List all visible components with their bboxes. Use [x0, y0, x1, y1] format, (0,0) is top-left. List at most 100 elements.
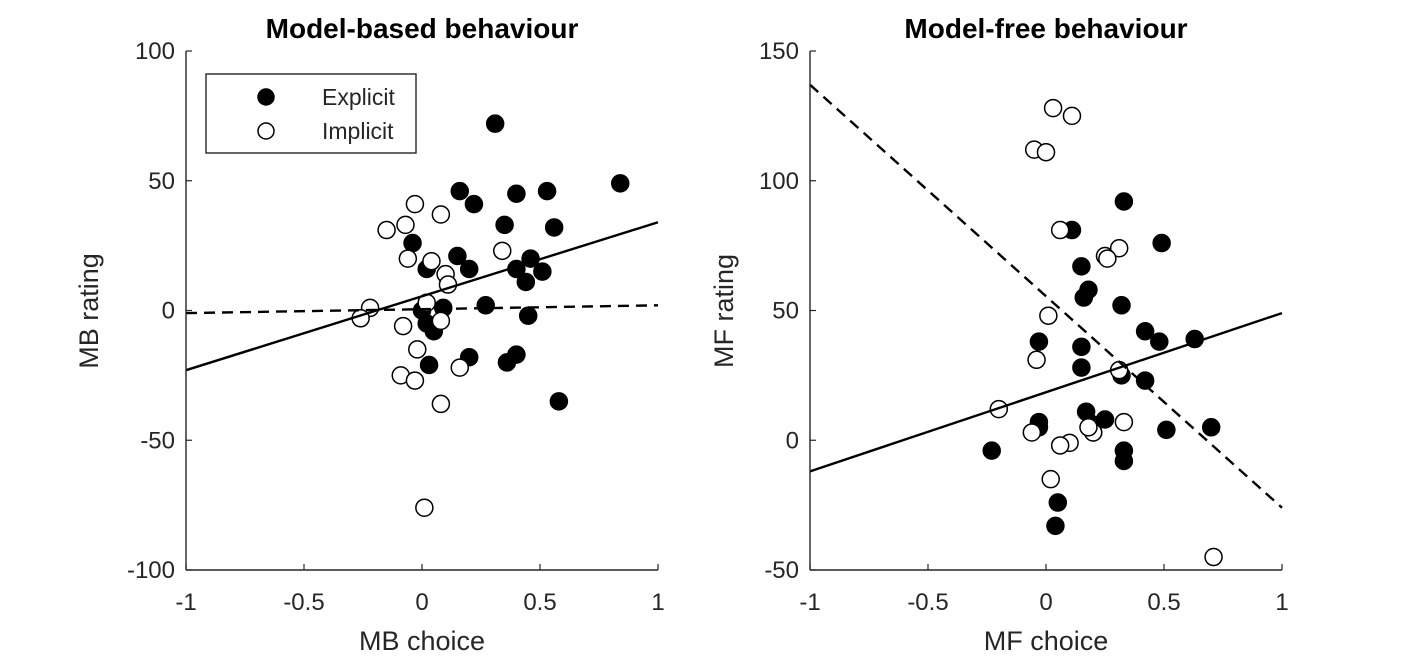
mf-explicit-point	[1112, 296, 1131, 315]
mb-plot-area	[185, 114, 659, 517]
mf-implicit-point	[1204, 547, 1223, 567]
mf-plot-area	[809, 83, 1283, 567]
mf-implicit-point	[1114, 412, 1134, 432]
mf-explicit-point	[1048, 493, 1068, 512]
mb-explicit-point	[476, 296, 495, 315]
mb-implicit-point	[393, 316, 413, 336]
mb-explicit-point	[610, 174, 630, 193]
mb-y-tick-label: 100	[135, 38, 175, 65]
mb-implicit-point	[422, 251, 441, 271]
mf-explicit-point	[1135, 322, 1155, 341]
mf-implicit-point	[1027, 350, 1046, 370]
mf-axes: -1 -0.5 0 0.5 1 -50 0 50 100 150	[759, 38, 1289, 616]
mb-implicit-point	[431, 311, 451, 331]
mb-explicit-point	[403, 233, 422, 253]
mf-x-tick-label: 0	[1039, 589, 1052, 616]
mb-chart-title: Model-based behaviour	[266, 13, 579, 44]
mb-implicit-point	[431, 394, 451, 414]
mf-explicit-point	[1114, 192, 1134, 211]
mb-y-tick-label: -50	[140, 427, 175, 454]
mb-x-tick-label: -0.5	[283, 589, 324, 616]
mf-y-tick-label: 50	[772, 298, 799, 325]
mf-panel: Model-free behaviour -1 -0.5 0 0.5 1 -50 0 50 10…	[709, 13, 1289, 656]
mb-explicit-point	[450, 181, 470, 201]
mf-y-tick-label: 100	[759, 168, 799, 195]
mb-implicit-point	[396, 215, 415, 235]
legend-marker-implicit	[257, 122, 275, 140]
mb-explicit-point	[533, 262, 552, 281]
mf-y-tick-label: 0	[786, 427, 799, 454]
mf-x-tick-label: -1	[799, 589, 820, 616]
mb-y-tick-label: 50	[148, 168, 175, 195]
mf-implicit-point	[1022, 423, 1042, 442]
mf-explicit-point	[1135, 371, 1155, 390]
mf-explicit-point	[1150, 332, 1169, 351]
mb-x-tick-label: 0	[415, 589, 428, 616]
mb-y-tick-label: 0	[162, 298, 175, 325]
mb-legend: Explicit Implicit	[205, 73, 417, 154]
mf-explicit-point	[1074, 288, 1094, 307]
mb-x-tick-label: -1	[175, 589, 196, 616]
mb-explicit-point	[537, 181, 557, 201]
mb-explicit-point	[516, 272, 536, 292]
mb-implicit-point	[492, 241, 512, 261]
mf-implicit-point	[1041, 469, 1060, 489]
mf-x-axis-label: MF choice	[984, 626, 1109, 656]
mb-implicit-fit-line	[185, 304, 659, 315]
mf-implicit-point	[1050, 436, 1070, 455]
mb-x-axis-label: MB choice	[359, 626, 485, 656]
mb-axes: -1 -0.5 0 0.5 1 -100 -50 0 50 100	[127, 38, 665, 616]
legend-marker-explicit	[257, 88, 275, 106]
mb-implicit-point	[408, 340, 427, 359]
mb-panel: Model-based behaviour -1 -0.5 0 0.5 1 -100 -50…	[74, 13, 665, 656]
mb-implicit-point	[405, 371, 425, 390]
mf-implicit-point	[1050, 220, 1070, 240]
mb-x-tick-label: 0.5	[523, 589, 556, 616]
mb-implicit-point	[398, 249, 418, 268]
mb-x-tick-label: 1	[651, 589, 664, 616]
mb-explicit-point	[419, 355, 439, 375]
mb-explicit-point	[459, 259, 479, 279]
mb-explicit-point	[495, 215, 514, 235]
mb-explicit-point	[518, 306, 538, 325]
mb-y-tick-label: -100	[127, 557, 175, 584]
mb-explicit-point	[485, 114, 505, 133]
mf-implicit-point	[1036, 142, 1056, 162]
mf-explicit-point	[1152, 233, 1171, 253]
mf-y-tick-label: 150	[759, 38, 799, 65]
mf-implicit-point	[1079, 418, 1098, 437]
mf-x-tick-label: -0.5	[907, 589, 948, 616]
mf-explicit-point	[1072, 257, 1091, 276]
mb-implicit-point	[431, 205, 451, 224]
mf-implicit-point	[1043, 98, 1063, 118]
mf-explicit-point	[1114, 451, 1134, 471]
mf-y-axis-label: MF rating	[709, 254, 739, 368]
mf-implicit-point	[1039, 306, 1058, 325]
mf-implicit-point	[1109, 238, 1129, 258]
mb-explicit-fit-line	[185, 221, 659, 372]
legend-label-implicit: Implicit	[322, 118, 394, 144]
mf-implicit-point	[1098, 249, 1117, 268]
mb-explicit-point	[464, 194, 484, 214]
legend-label-explicit: Explicit	[322, 84, 395, 110]
mf-explicit-point	[1046, 516, 1065, 536]
mb-explicit-point	[549, 392, 569, 411]
mf-x-tick-label: 1	[1275, 589, 1288, 616]
mf-explicit-point	[1201, 418, 1221, 437]
mf-explicit-point	[1029, 332, 1049, 351]
mf-implicit-fit-line	[809, 83, 1283, 509]
mb-implicit-point	[415, 498, 434, 517]
mb-implicit-point	[405, 194, 425, 214]
mf-explicit-point	[982, 441, 1001, 460]
mf-explicit-point	[1072, 337, 1091, 357]
mb-implicit-point	[377, 220, 396, 240]
mb-implicit-point	[450, 358, 470, 377]
mf-explicit-fit-line	[809, 311, 1283, 473]
mf-y-tick-label: -50	[764, 557, 799, 584]
mf-explicit-point	[1095, 410, 1115, 429]
mb-explicit-point	[507, 345, 526, 364]
mf-chart-title: Model-free behaviour	[904, 13, 1187, 44]
mf-x-tick-label: 0.5	[1147, 589, 1180, 616]
mb-explicit-point	[448, 246, 467, 266]
mf-explicit-point	[1157, 420, 1176, 440]
